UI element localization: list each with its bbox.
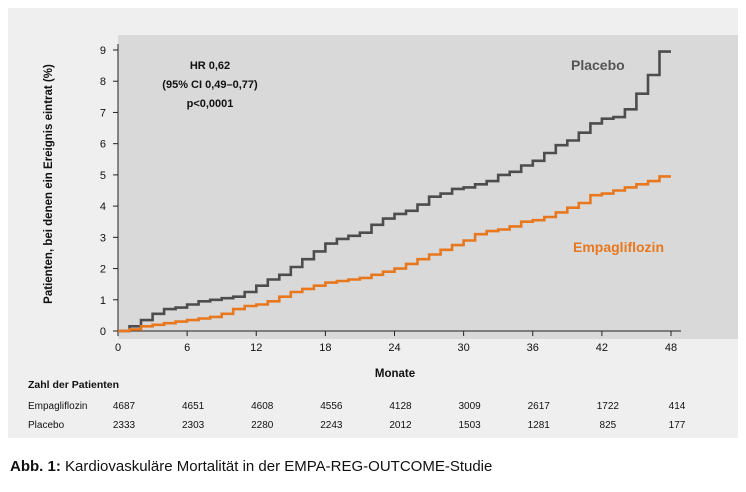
at-risk-row-label-placebo: Placebo xyxy=(28,420,65,431)
hr-line-3: p<0,0001 xyxy=(187,98,234,110)
hr-line-2: (95% CI 0,49–0,77) xyxy=(162,79,258,91)
y-tick-label: 2 xyxy=(100,264,106,276)
y-tick-label: 8 xyxy=(100,76,106,88)
x-tick-label: 30 xyxy=(458,342,470,354)
series-layer xyxy=(118,50,671,333)
x-tick-label: 12 xyxy=(250,342,262,354)
y-tick-label: 7 xyxy=(100,107,106,119)
at-risk-value-empagliflozin: 4687 xyxy=(113,401,136,412)
at-risk-value-placebo: 1281 xyxy=(528,420,551,431)
caption-text: Kardiovaskuläre Mortalität in der EMPA-R… xyxy=(65,458,493,475)
hr-annotation: HR 0,62 (95% CI 0,49–0,77) p<0,0001 xyxy=(162,60,258,110)
at-risk-value-placebo: 1503 xyxy=(459,420,482,431)
at-risk-value-empagliflozin: 3009 xyxy=(459,401,482,412)
at-risk-value-placebo: 2243 xyxy=(320,420,343,431)
y-tick-label: 0 xyxy=(100,326,106,338)
at-risk-row-label-empagliflozin: Empagliflozin xyxy=(28,401,87,412)
x-tick-label: 24 xyxy=(388,342,400,354)
at-risk-value-empagliflozin: 4128 xyxy=(389,401,412,412)
y-tick-label: 3 xyxy=(100,232,106,244)
x-tick-label: 48 xyxy=(665,342,677,354)
series-line-empagliflozin xyxy=(118,175,671,333)
at-risk-value-placebo: 177 xyxy=(669,420,686,431)
x-tick-label: 6 xyxy=(184,342,190,354)
at-risk-value-empagliflozin: 4556 xyxy=(320,401,343,412)
placebo-series-label: Placebo xyxy=(571,57,625,73)
y-axis-label: Patienten, bei denen ein Ereignis eintra… xyxy=(43,64,55,304)
y-tick-label: 6 xyxy=(100,139,106,151)
y-tick-label: 5 xyxy=(100,170,106,182)
x-axis-label: Monate xyxy=(375,368,415,380)
y-tick-label: 1 xyxy=(100,295,106,307)
at-risk-value-placebo: 825 xyxy=(600,420,617,431)
at-risk-value-empagliflozin: 2617 xyxy=(528,401,551,412)
at-risk-value-placebo: 2333 xyxy=(113,420,136,431)
y-tick-label: 4 xyxy=(100,201,106,213)
at-risk-value-empagliflozin: 414 xyxy=(669,401,686,412)
at-risk-value-placebo: 2303 xyxy=(182,420,205,431)
at-risk-value-placebo: 2280 xyxy=(251,420,274,431)
at-risk-table: 4687 4651 4608 4556 4128 3009 2617 1722 414 2333 2… xyxy=(113,401,686,431)
series-line-placebo xyxy=(118,50,671,333)
at-risk-value-empagliflozin: 1722 xyxy=(597,401,620,412)
at-risk-value-empagliflozin: 4608 xyxy=(251,401,274,412)
x-tick-label: 36 xyxy=(527,342,539,354)
figure-caption: Abb. 1: Kardiovaskuläre Mortalität in de… xyxy=(10,458,492,475)
empagliflozin-series-label: Empagliflozin xyxy=(573,239,664,255)
at-risk-value-empagliflozin: 4651 xyxy=(182,401,205,412)
y-tick-label: 9 xyxy=(100,45,106,57)
at-risk-title: Zahl der Patienten xyxy=(28,379,119,391)
x-tick-label: 18 xyxy=(319,342,331,354)
at-risk-value-placebo: 2012 xyxy=(389,420,412,431)
hr-line-1: HR 0,62 xyxy=(190,60,230,72)
figure-panel: 0 1 2 3 4 5 6 7 8 9 0 6 12 18 24 30 36 42 48 Patienten, be… xyxy=(8,8,738,438)
x-tick-label: 0 xyxy=(115,342,121,354)
caption-label: Abb. 1: xyxy=(10,458,61,475)
x-tick-label: 42 xyxy=(596,342,608,354)
